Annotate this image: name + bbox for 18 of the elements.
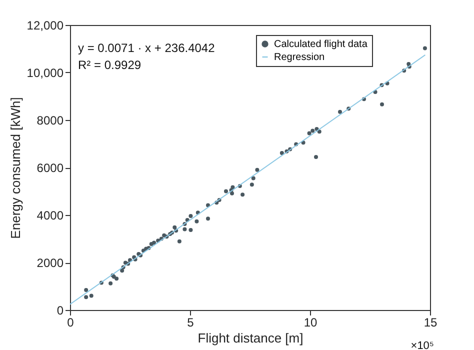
x-axis-title: Flight distance [m] xyxy=(198,330,304,346)
text: ×10⁵ xyxy=(410,340,434,350)
x-tick-label: 15 xyxy=(424,316,438,330)
y-axis-title: Energy consumed [kWh] xyxy=(8,97,23,239)
x-tick-label: 0 xyxy=(67,316,74,330)
y-tick-label: 4000 xyxy=(36,208,64,222)
annotation: y = 0.0071 · x + 236.4042 xyxy=(78,41,216,55)
annotation: R² = 0.9929 xyxy=(78,58,142,72)
y-tick-label: 12,000 xyxy=(26,18,64,32)
x-tick-label: 10 xyxy=(304,316,318,330)
legend-label: Regression xyxy=(274,52,325,63)
y-tick-label: 8000 xyxy=(36,114,64,128)
y-tick-label: 2000 xyxy=(36,256,64,270)
legend-label: Calculated flight data xyxy=(274,39,368,50)
y-tick-label: 6000 xyxy=(36,161,64,175)
y-tick-label: 10,000 xyxy=(26,66,64,80)
y-tick-label: 0 xyxy=(56,304,64,318)
x-tick-label: 5 xyxy=(187,316,194,330)
